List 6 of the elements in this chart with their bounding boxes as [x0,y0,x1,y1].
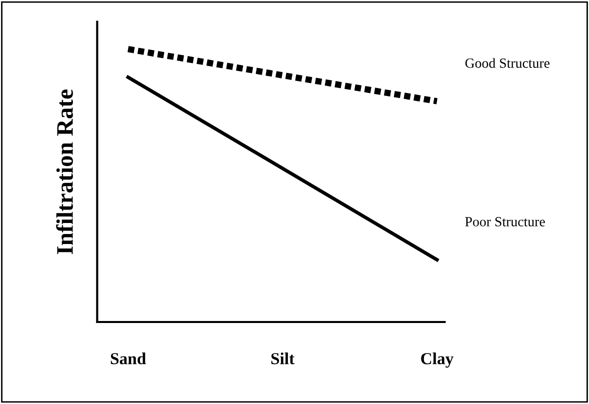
x-tick-label: Clay [421,352,454,368]
text: Good Structure [465,58,550,68]
x-tick-label: Silt [271,352,294,364]
x-tick-label: Sand [110,352,146,364]
text: Poor Structure [465,217,545,226]
y-axis-title: Infiltration Rate [56,90,73,254]
